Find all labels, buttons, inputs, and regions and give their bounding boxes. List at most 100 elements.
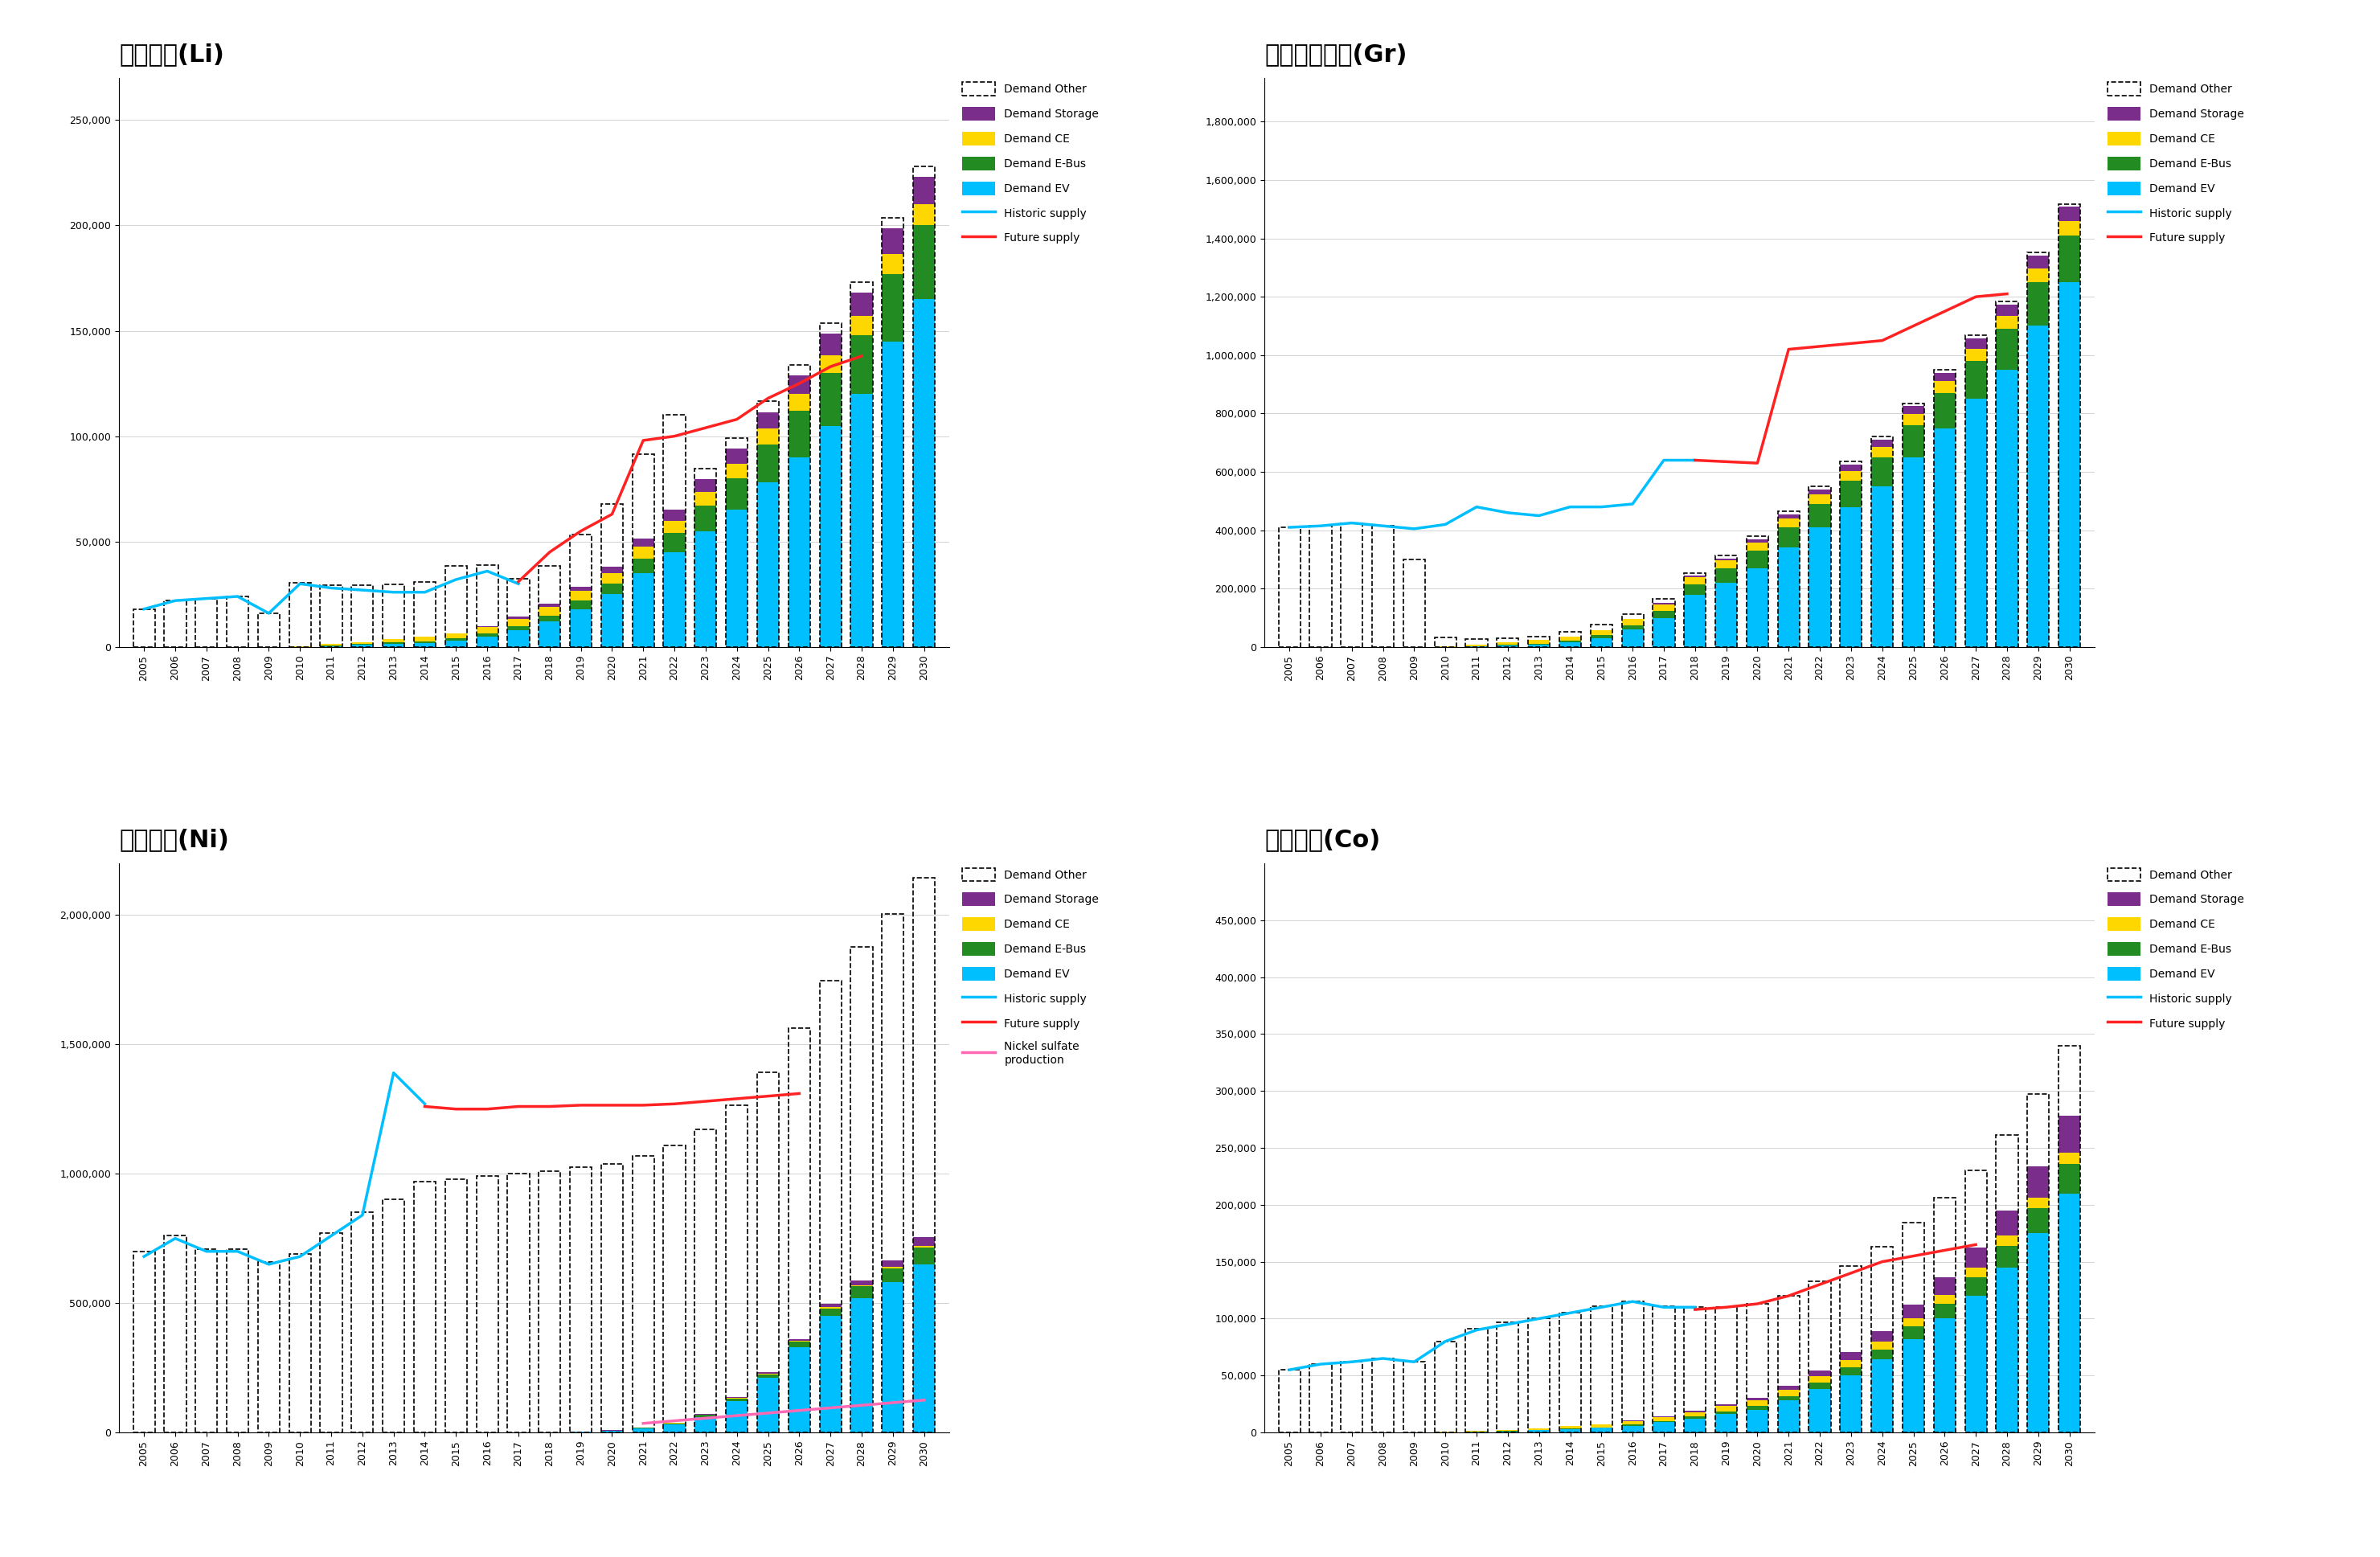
Bar	[538, 615, 562, 621]
Bar	[507, 631, 528, 648]
Bar	[507, 1174, 528, 1432]
Bar	[883, 218, 904, 648]
Bar	[1559, 643, 1580, 648]
Bar	[1933, 1303, 1956, 1319]
Bar	[1559, 641, 1580, 643]
Bar	[2059, 221, 2080, 235]
Bar	[164, 601, 186, 648]
Bar	[788, 1339, 809, 1341]
Bar	[883, 274, 904, 341]
Bar	[695, 506, 716, 531]
Bar	[1278, 528, 1299, 648]
Bar	[2059, 204, 2080, 648]
Bar	[445, 565, 466, 648]
Bar	[914, 1247, 935, 1264]
Bar	[1621, 629, 1645, 648]
Bar	[788, 1029, 809, 1432]
Bar	[1371, 1358, 1395, 1432]
Legend: Demand Other, Demand Storage, Demand CE, Demand E-Bus, Demand EV, Historic suppl: Demand Other, Demand Storage, Demand CE,…	[2102, 78, 2249, 249]
Bar	[1621, 1422, 1645, 1425]
Bar	[445, 634, 466, 638]
Bar	[1902, 425, 1925, 458]
Bar	[352, 585, 374, 648]
Bar	[445, 1179, 466, 1432]
Bar	[1528, 1428, 1549, 1429]
Bar	[507, 618, 528, 626]
Bar	[1966, 338, 1987, 349]
Bar	[1435, 638, 1457, 648]
Bar	[914, 1264, 935, 1432]
Bar	[726, 1105, 747, 1432]
Bar	[1871, 1342, 1892, 1350]
Bar	[726, 448, 747, 464]
Bar	[1809, 1383, 1830, 1389]
Bar	[1902, 1305, 1925, 1319]
Bar	[1778, 518, 1799, 528]
Bar	[664, 1146, 685, 1432]
Bar	[1778, 1397, 1799, 1401]
Bar	[633, 1429, 655, 1432]
Bar	[1559, 1313, 1580, 1432]
Bar	[538, 621, 562, 648]
Bar	[1809, 495, 1830, 504]
Bar	[1902, 414, 1925, 425]
Bar	[383, 584, 405, 648]
Bar	[914, 878, 935, 1432]
Text: ニッケル(Ni): ニッケル(Ni)	[119, 828, 228, 852]
Bar	[1621, 613, 1645, 648]
Bar	[1590, 1306, 1611, 1432]
Bar	[1747, 1303, 1768, 1432]
Bar	[1309, 1364, 1330, 1432]
Bar	[226, 1249, 248, 1432]
Bar	[850, 1280, 873, 1285]
Bar	[1809, 528, 1830, 648]
Bar	[1809, 1389, 1830, 1432]
Bar	[788, 394, 809, 411]
Bar	[1685, 1418, 1706, 1432]
Bar	[321, 585, 343, 648]
Bar	[352, 645, 374, 648]
Bar	[1933, 1197, 1956, 1432]
Bar	[883, 914, 904, 1432]
Bar	[850, 1299, 873, 1432]
Bar	[1559, 1426, 1580, 1429]
Bar	[1685, 1412, 1706, 1417]
Legend: Demand Other, Demand Storage, Demand CE, Demand E-Bus, Demand EV, Historic suppl: Demand Other, Demand Storage, Demand CE,…	[957, 863, 1104, 1070]
Bar	[1840, 481, 1861, 508]
Bar	[1809, 486, 1830, 648]
Bar	[1871, 1331, 1892, 1342]
Bar	[1747, 551, 1768, 568]
Bar	[1621, 1426, 1645, 1432]
Bar	[914, 226, 935, 299]
Bar	[819, 374, 843, 425]
Bar	[1933, 381, 1956, 392]
Bar	[1840, 508, 1861, 648]
Bar	[1590, 638, 1611, 648]
Bar	[1621, 624, 1645, 629]
Bar	[1933, 369, 1956, 648]
Bar	[602, 503, 624, 648]
Bar	[757, 402, 778, 648]
Bar	[2059, 1116, 2080, 1152]
Bar	[1840, 1375, 1861, 1432]
Bar	[445, 638, 466, 640]
Bar	[883, 229, 904, 254]
Bar	[1371, 526, 1395, 648]
Bar	[883, 254, 904, 274]
Bar	[1590, 1425, 1611, 1428]
Bar	[1933, 1319, 1956, 1432]
Bar	[1997, 1246, 2018, 1267]
Bar	[1528, 637, 1549, 648]
Bar	[633, 1155, 655, 1432]
Bar	[819, 1305, 843, 1308]
Bar	[1652, 599, 1676, 648]
Bar	[633, 559, 655, 573]
Bar	[695, 492, 716, 506]
Bar	[1933, 1278, 1956, 1295]
Bar	[1871, 1350, 1892, 1359]
Bar	[788, 458, 809, 648]
Bar	[2028, 1208, 2049, 1233]
Bar	[133, 1252, 155, 1432]
Bar	[1652, 610, 1676, 618]
Bar	[1902, 1319, 1925, 1327]
